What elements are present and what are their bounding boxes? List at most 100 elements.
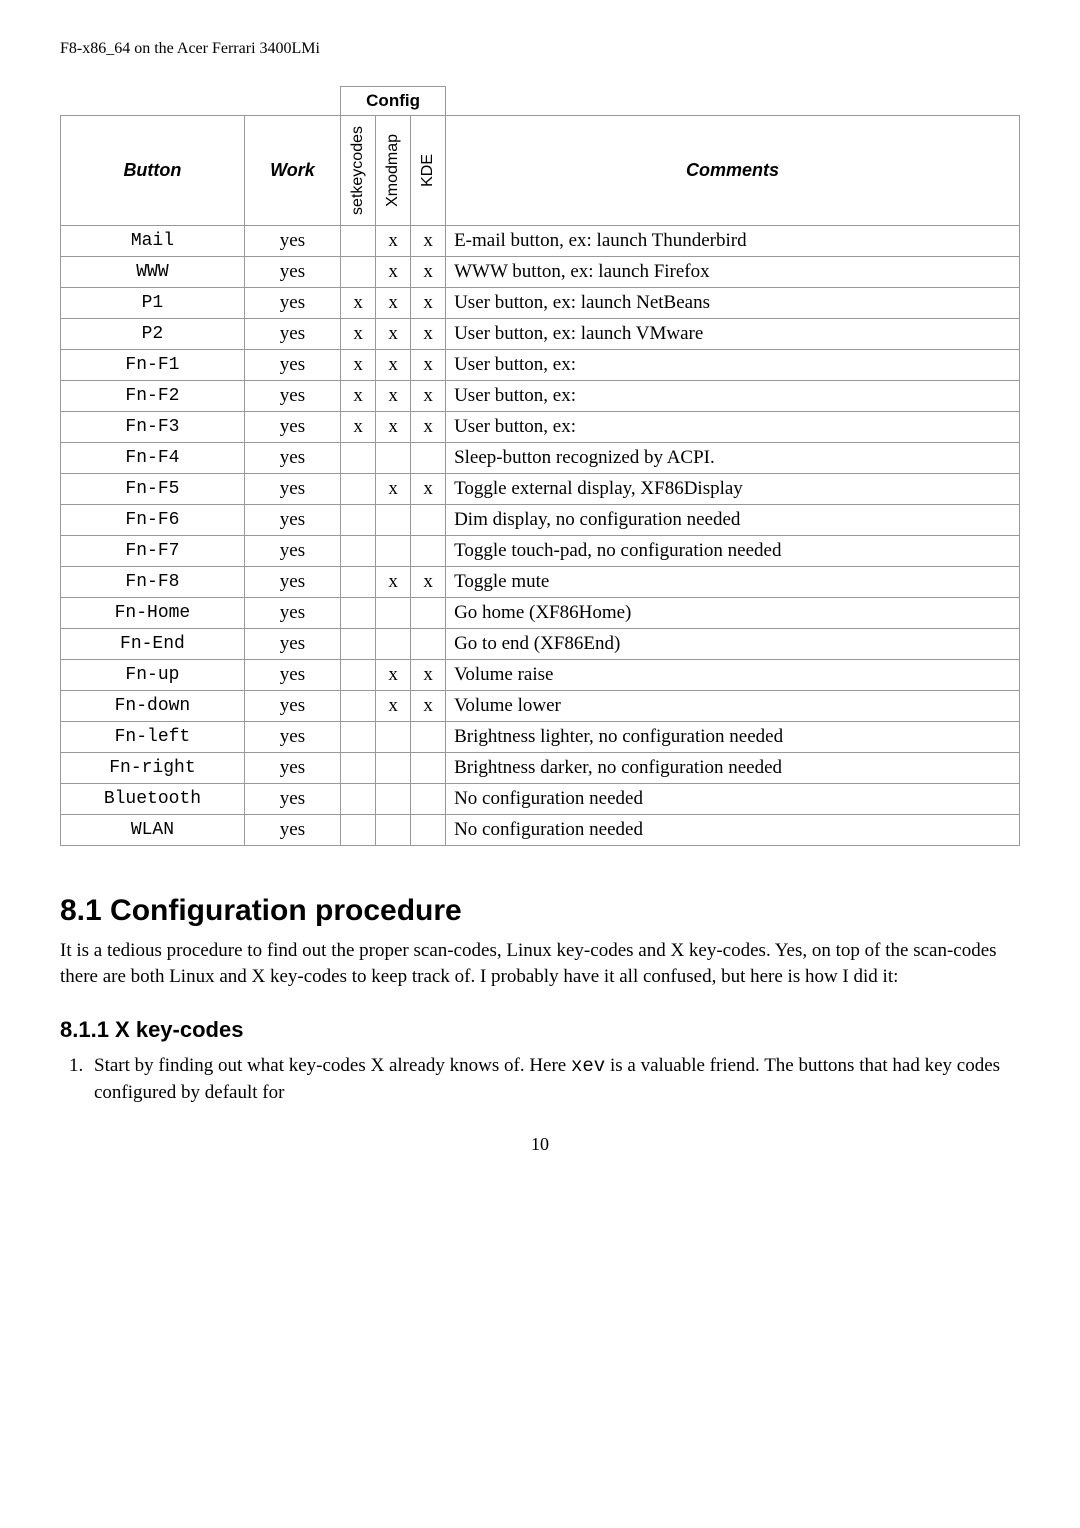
xmod-cell: x bbox=[376, 287, 411, 318]
work-cell: yes bbox=[244, 287, 340, 318]
table-row: Fn-HomeyesGo home (XF86Home) bbox=[61, 597, 1020, 628]
kde-cell bbox=[411, 814, 446, 845]
set-cell bbox=[341, 752, 376, 783]
subsection-heading: 8.1.1 X key-codes bbox=[60, 1017, 1020, 1043]
set-cell bbox=[341, 225, 376, 256]
table-row: BluetoothyesNo configuration needed bbox=[61, 783, 1020, 814]
table-row: WWWyesxxWWW button, ex: launch Firefox bbox=[61, 256, 1020, 287]
procedure-list: Start by finding out what key-codes X al… bbox=[88, 1053, 1020, 1105]
set-cell bbox=[341, 566, 376, 597]
comment-cell: Volume raise bbox=[446, 659, 1020, 690]
button-cell: Fn-down bbox=[61, 690, 245, 721]
work-cell: yes bbox=[244, 504, 340, 535]
blank-header-2 bbox=[244, 87, 340, 116]
set-cell bbox=[341, 783, 376, 814]
xmod-cell: x bbox=[376, 566, 411, 597]
kde-cell bbox=[411, 597, 446, 628]
table-row: Fn-F7yesToggle touch-pad, no configurati… bbox=[61, 535, 1020, 566]
button-cell: Fn-F7 bbox=[61, 535, 245, 566]
set-cell: x bbox=[341, 318, 376, 349]
xmod-cell bbox=[376, 814, 411, 845]
work-cell: yes bbox=[244, 814, 340, 845]
kde-cell: x bbox=[411, 287, 446, 318]
xmod-cell: x bbox=[376, 690, 411, 721]
comment-cell: Brightness darker, no configuration need… bbox=[446, 752, 1020, 783]
comment-cell: Toggle external display, XF86Display bbox=[446, 473, 1020, 504]
work-cell: yes bbox=[244, 783, 340, 814]
comment-cell: E-mail button, ex: launch Thunderbird bbox=[446, 225, 1020, 256]
work-cell: yes bbox=[244, 628, 340, 659]
xmod-cell bbox=[376, 628, 411, 659]
xmod-cell bbox=[376, 752, 411, 783]
comment-cell: Toggle mute bbox=[446, 566, 1020, 597]
page-header: F8-x86_64 on the Acer Ferrari 3400LMi bbox=[60, 40, 1020, 58]
comment-cell: Go home (XF86Home) bbox=[446, 597, 1020, 628]
blank-header-1 bbox=[61, 87, 245, 116]
xmod-cell bbox=[376, 597, 411, 628]
comment-cell: Brightness lighter, no configuration nee… bbox=[446, 721, 1020, 752]
xmod-cell: x bbox=[376, 349, 411, 380]
work-cell: yes bbox=[244, 225, 340, 256]
comments-header: Comments bbox=[446, 116, 1020, 226]
kde-cell: x bbox=[411, 411, 446, 442]
button-cell: Fn-right bbox=[61, 752, 245, 783]
button-cell: Mail bbox=[61, 225, 245, 256]
comment-cell: Volume lower bbox=[446, 690, 1020, 721]
table-row: P2yesxxxUser button, ex: launch VMware bbox=[61, 318, 1020, 349]
work-header: Work bbox=[244, 116, 340, 226]
work-cell: yes bbox=[244, 411, 340, 442]
xmod-cell bbox=[376, 442, 411, 473]
button-cell: WWW bbox=[61, 256, 245, 287]
kde-cell: x bbox=[411, 659, 446, 690]
work-cell: yes bbox=[244, 566, 340, 597]
kde-cell: x bbox=[411, 566, 446, 597]
table-row: Fn-F1yesxxxUser button, ex: bbox=[61, 349, 1020, 380]
table-row: WLANyesNo configuration needed bbox=[61, 814, 1020, 845]
set-cell bbox=[341, 690, 376, 721]
xmodmap-header: Xmodmap bbox=[376, 116, 411, 226]
page-number: 10 bbox=[60, 1134, 1020, 1155]
comment-cell: User button, ex: bbox=[446, 380, 1020, 411]
list-text-pre: Start by finding out what key-codes X al… bbox=[94, 1055, 571, 1076]
work-cell: yes bbox=[244, 690, 340, 721]
work-cell: yes bbox=[244, 473, 340, 504]
table-row: Fn-F3yesxxxUser button, ex: bbox=[61, 411, 1020, 442]
xmod-cell: x bbox=[376, 380, 411, 411]
button-cell: Fn-Home bbox=[61, 597, 245, 628]
comment-cell: WWW button, ex: launch Firefox bbox=[446, 256, 1020, 287]
work-cell: yes bbox=[244, 318, 340, 349]
work-cell: yes bbox=[244, 442, 340, 473]
comment-cell: Go to end (XF86End) bbox=[446, 628, 1020, 659]
kde-cell bbox=[411, 442, 446, 473]
button-cell: Fn-F5 bbox=[61, 473, 245, 504]
set-cell bbox=[341, 659, 376, 690]
work-cell: yes bbox=[244, 256, 340, 287]
set-cell bbox=[341, 721, 376, 752]
table-row: MailyesxxE-mail button, ex: launch Thund… bbox=[61, 225, 1020, 256]
kde-cell: x bbox=[411, 318, 446, 349]
section-heading: 8.1 Configuration procedure bbox=[60, 894, 1020, 928]
kde-cell bbox=[411, 721, 446, 752]
comment-cell: User button, ex: bbox=[446, 411, 1020, 442]
set-cell: x bbox=[341, 380, 376, 411]
button-cell: Fn-End bbox=[61, 628, 245, 659]
set-cell bbox=[341, 504, 376, 535]
set-cell: x bbox=[341, 349, 376, 380]
kde-cell: x bbox=[411, 473, 446, 504]
work-cell: yes bbox=[244, 349, 340, 380]
xmod-cell: x bbox=[376, 659, 411, 690]
kde-cell bbox=[411, 535, 446, 566]
table-row: Fn-downyesxxVolume lower bbox=[61, 690, 1020, 721]
xmod-cell bbox=[376, 504, 411, 535]
comment-cell: No configuration needed bbox=[446, 783, 1020, 814]
kde-cell bbox=[411, 628, 446, 659]
config-header: Config bbox=[341, 87, 446, 116]
button-cell: Fn-F1 bbox=[61, 349, 245, 380]
section-paragraph: It is a tedious procedure to find out th… bbox=[60, 938, 1020, 989]
set-cell bbox=[341, 535, 376, 566]
button-cell: Fn-F6 bbox=[61, 504, 245, 535]
button-cell: Fn-F4 bbox=[61, 442, 245, 473]
button-cell: Fn-F3 bbox=[61, 411, 245, 442]
set-cell bbox=[341, 814, 376, 845]
xmod-cell bbox=[376, 783, 411, 814]
